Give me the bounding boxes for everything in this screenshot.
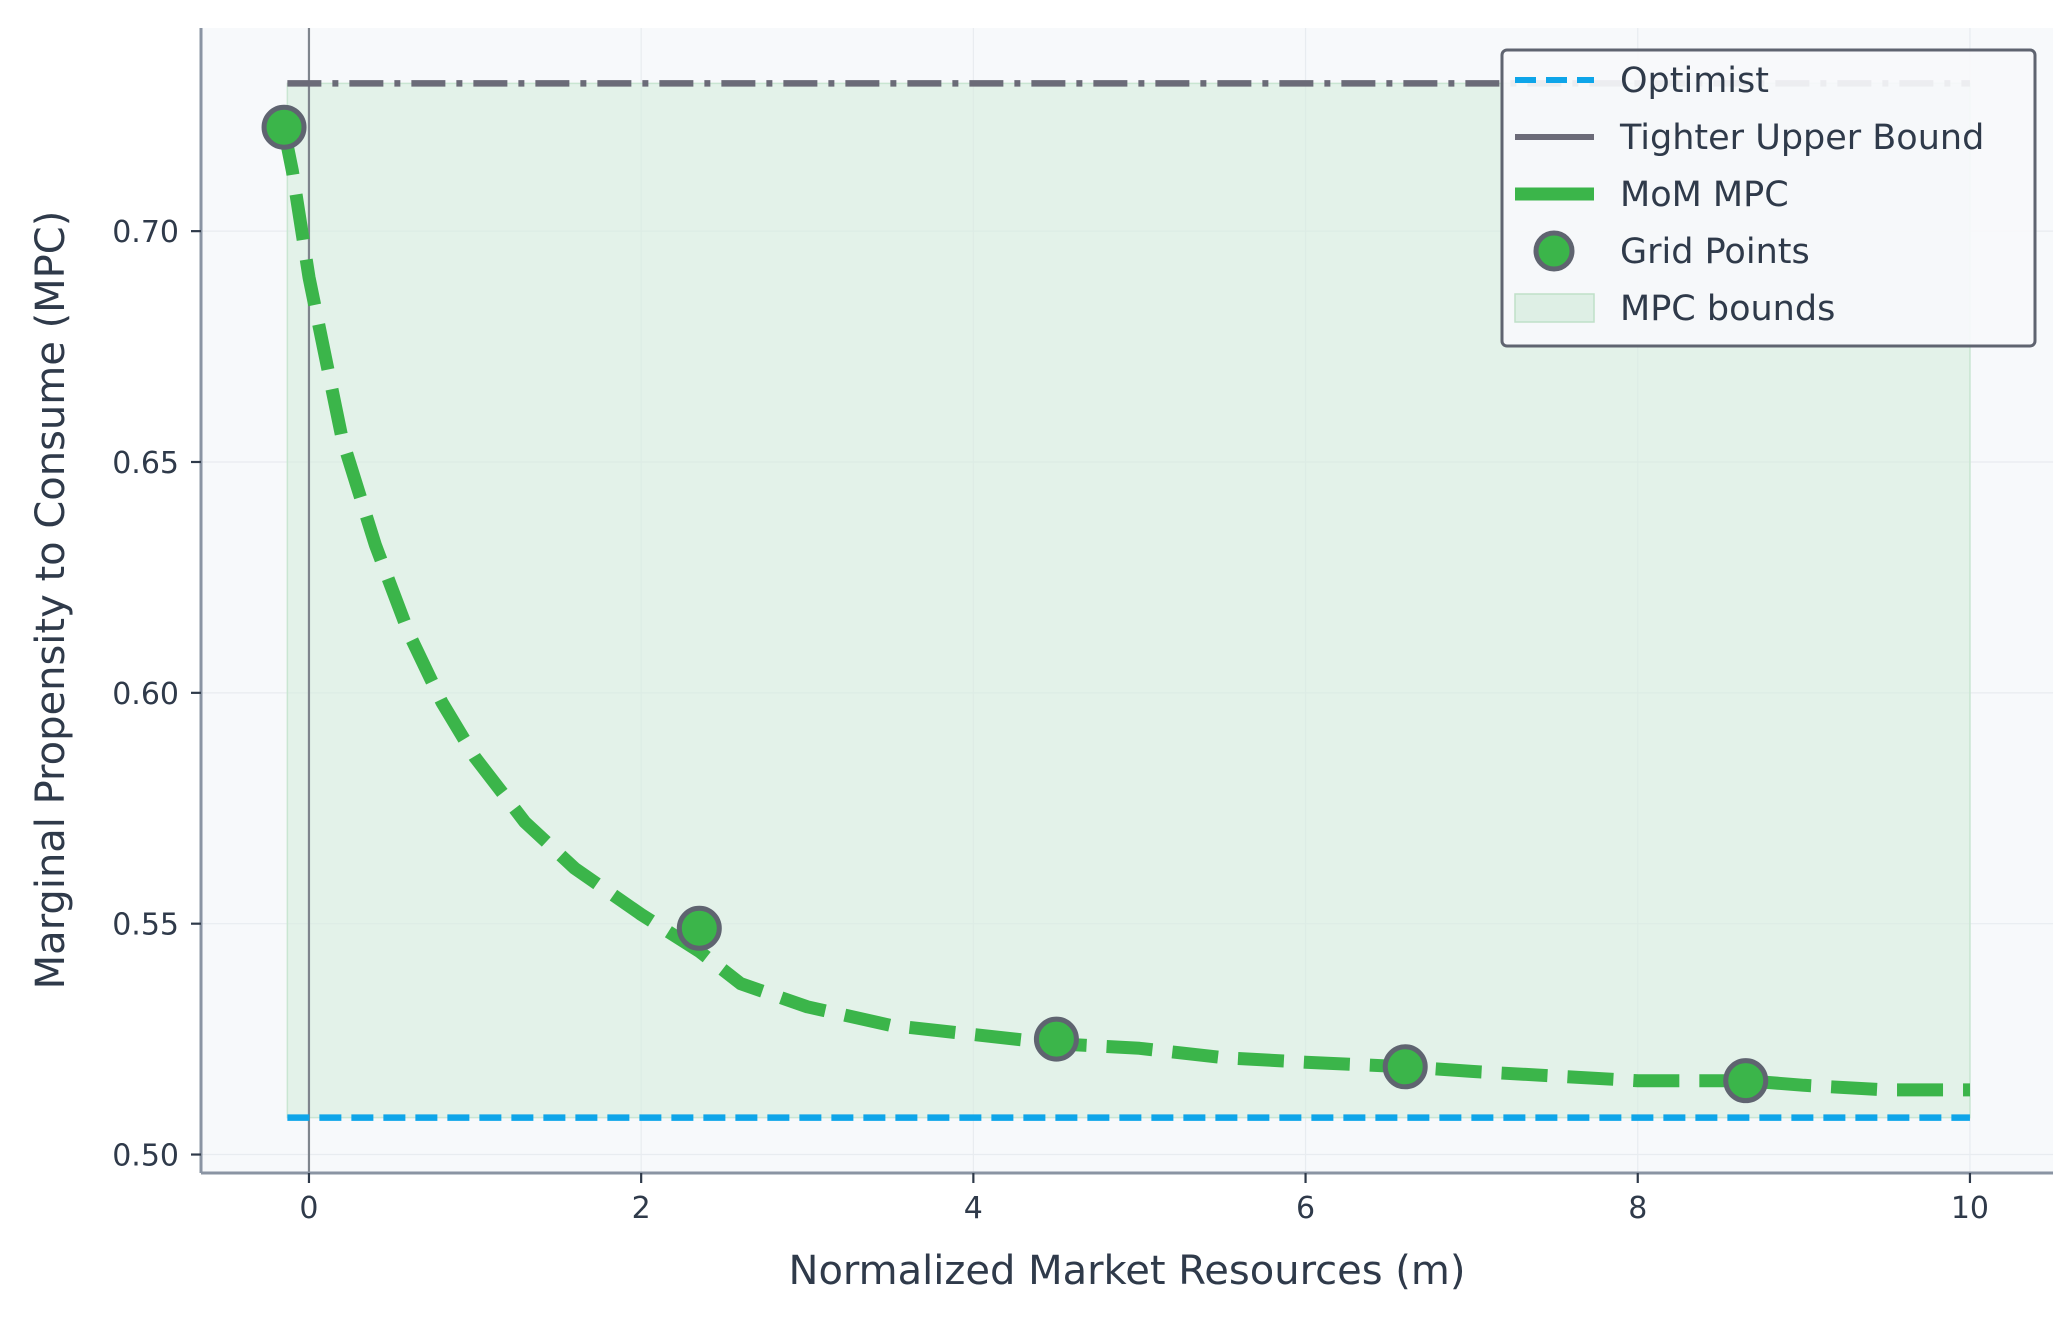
grid-points — [261, 104, 1769, 1104]
legend-label-optimist: Optimist — [1620, 61, 1769, 101]
grid-point-2 — [1033, 1016, 1079, 1062]
x-tick-label-3: 6 — [1296, 1191, 1315, 1226]
legend-item-mom-mpc: MoM MPC — [1515, 175, 1789, 215]
legend-box — [1500, 48, 2037, 348]
grid-point-1 — [676, 905, 722, 951]
y-tick-label-2: 0.60 — [112, 677, 179, 712]
axes — [199, 28, 2053, 1175]
legend-item-tighter-upper-bound: Tighter Upper Bound — [1515, 118, 1984, 158]
x-axis-title: Normalized Market Resources (m) — [789, 1248, 1466, 1294]
y-tick-label-4: 0.70 — [112, 215, 179, 250]
y-tick-label-0: 0.50 — [112, 1139, 179, 1174]
legend-item-optimist: Optimist — [1515, 61, 1769, 101]
x-tick-label-2: 4 — [964, 1191, 983, 1226]
series-lines — [277, 80, 1970, 1121]
legend-label-grid-points: Grid Points — [1620, 232, 1810, 272]
legend-label-mpc-bounds: MPC bounds — [1620, 289, 1835, 329]
y-tick-label-1: 0.55 — [112, 908, 179, 943]
y-axis-title: Marginal Propensity to Consume (MPC) — [28, 211, 74, 990]
legend-item-mpc-bounds: MPC bounds — [1514, 289, 1835, 329]
legend-label-mom-mpc: MoM MPC — [1620, 175, 1789, 215]
y-tick-label-3: 0.65 — [112, 446, 179, 481]
legend-item-grid-points: Grid Points — [1533, 230, 1810, 272]
x-tick-label-4: 8 — [1628, 1191, 1647, 1226]
x-tick-label-0: 0 — [299, 1191, 318, 1226]
legend-label-tighter-upper-bound: Tighter Upper Bound — [1619, 118, 1984, 158]
grid-point-0 — [261, 104, 307, 150]
legend-swatch-grid-points — [1533, 230, 1575, 272]
legend-swatch-mpc-bounds — [1514, 293, 1595, 323]
ticks: 0 2 4 6 8 10 0.50 0.55 0.60 0.65 0.70 — [112, 215, 1989, 1226]
grid-point-4 — [1723, 1058, 1769, 1104]
x-tick-label-1: 2 — [632, 1191, 651, 1226]
legend: Optimist Tighter Upper Bound MoM MPC Gri… — [1500, 48, 2037, 348]
grid-point-3 — [1382, 1044, 1428, 1090]
mom-mpc-curve — [277, 128, 1970, 1097]
x-tick-label-5: 10 — [1951, 1191, 1989, 1226]
